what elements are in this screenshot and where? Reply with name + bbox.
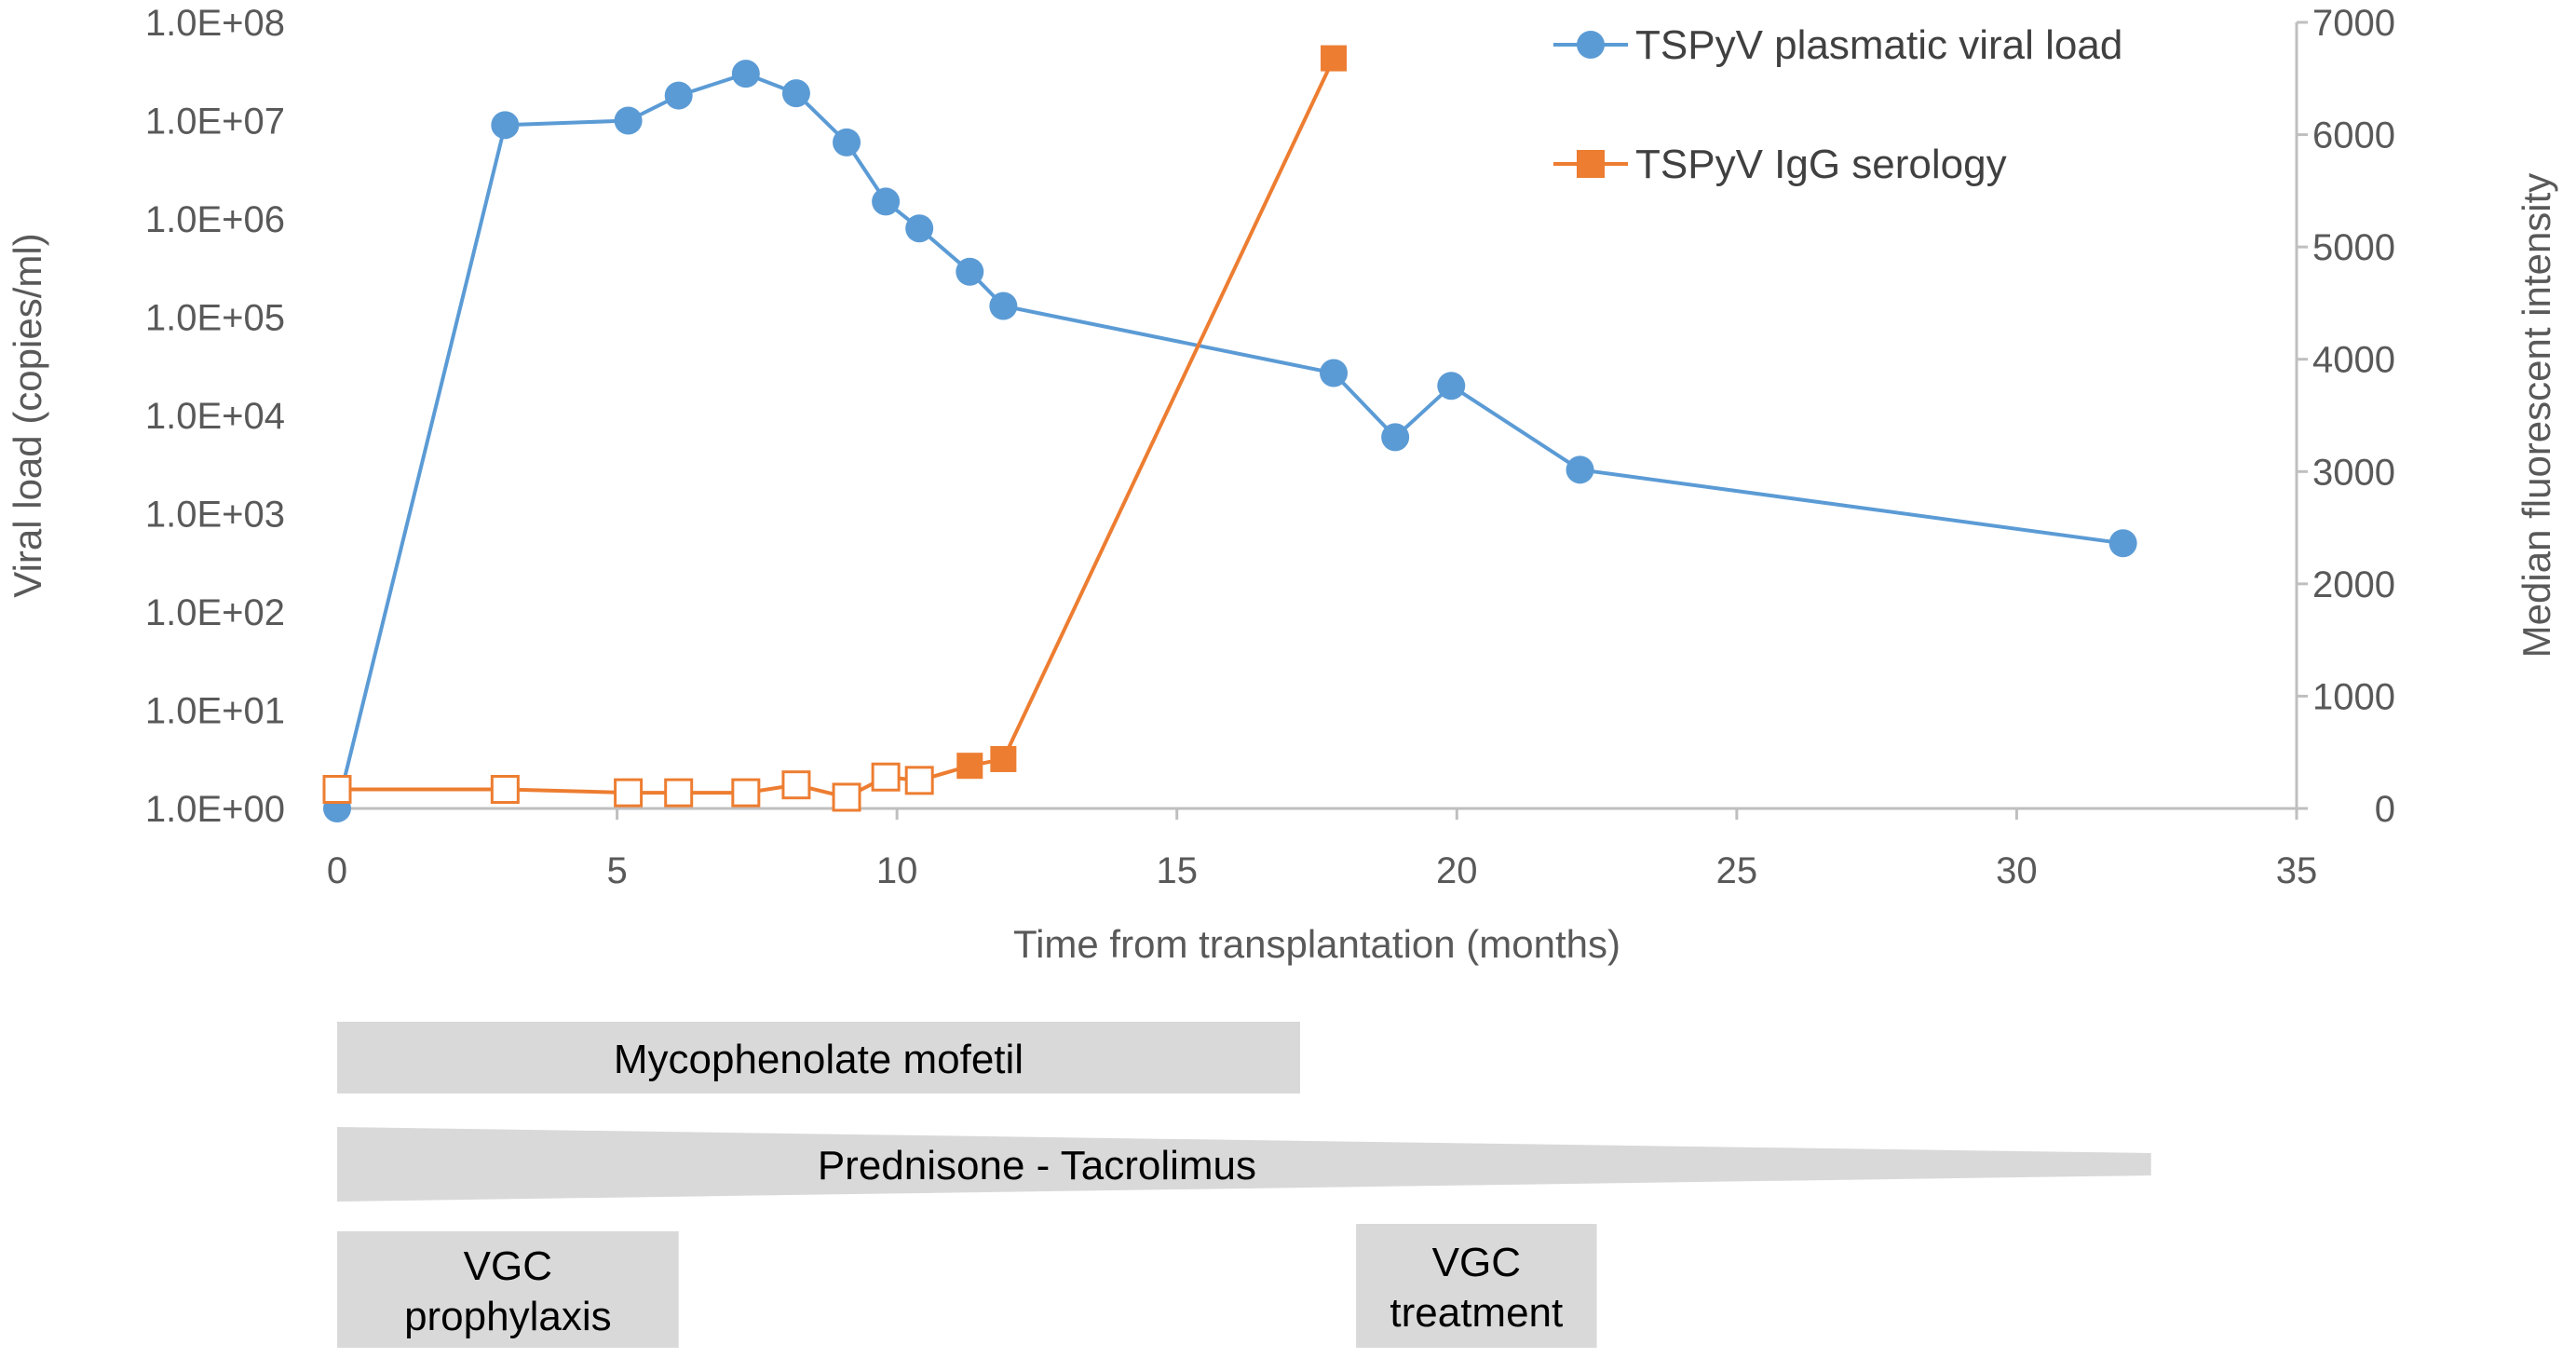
left-tick-label: 1.0E+01	[145, 691, 285, 732]
x-tick-label: 25	[1716, 850, 1758, 891]
viral-load-point	[1320, 359, 1349, 387]
viral-load-point	[956, 257, 984, 286]
x-axis-ticks: 0 5 10 15 20 25 30 35	[327, 808, 2317, 891]
left-tick-label: 1.0E+07	[145, 102, 285, 143]
right-tick-label: 6000	[2312, 115, 2395, 156]
treatment-label: Prednisone - Tacrolimus	[818, 1143, 1256, 1188]
left-tick-label: 1.0E+05	[145, 298, 285, 339]
viral-load-point	[905, 214, 934, 243]
treatment-label: Mycophenolate mofetil	[614, 1037, 1024, 1082]
treatment-label: VGC	[464, 1243, 552, 1289]
treatment-bar	[337, 1231, 679, 1348]
right-tick-label: 3000	[2312, 452, 2395, 493]
treatment-bar	[337, 1022, 1300, 1093]
left-tick-label: 1.0E+04	[145, 396, 285, 437]
left-tick-label: 1.0E+06	[145, 199, 285, 240]
legend: TSPyV plasmatic viral load TSPyV IgG ser…	[1553, 22, 2122, 187]
igg-point	[871, 762, 901, 792]
x-tick-label: 30	[1996, 850, 2038, 891]
x-axis-title: Time from transplantation (months)	[1013, 922, 1620, 966]
igg-point	[731, 778, 761, 808]
treatment-label: treatment	[1390, 1290, 1563, 1336]
x-tick-label: 35	[2276, 850, 2318, 891]
viral-load-point	[872, 187, 901, 216]
legend-label-igg: TSPyV IgG serology	[1635, 142, 2007, 187]
viral-load-point	[1381, 423, 1410, 452]
treatment-bar	[1356, 1224, 1597, 1348]
igg-point	[832, 782, 861, 812]
right-tick-label: 5000	[2312, 227, 2395, 268]
viral-load-point	[781, 79, 810, 108]
treatment-label: prophylaxis	[404, 1294, 612, 1339]
x-tick-label: 5	[606, 850, 627, 891]
treatment-bar	[337, 1127, 2151, 1202]
legend-marker-igg	[1577, 150, 1605, 178]
viral-load-point	[2108, 529, 2137, 558]
left-tick-label: 1.0E+03	[145, 495, 285, 536]
right-tick-label: 0	[2375, 789, 2395, 830]
viral-load-point	[989, 292, 1018, 320]
x-tick-label: 0	[327, 850, 347, 891]
treatment-timeline: Mycophenolate mofetil Prednisone - Tacrol…	[337, 1022, 2151, 1348]
x-tick-label: 10	[876, 850, 918, 891]
series-igg-serology	[322, 45, 1348, 812]
viral-load-point	[833, 128, 861, 156]
right-tick-label: 1000	[2312, 676, 2395, 717]
igg-point	[322, 775, 352, 805]
left-tick-label: 1.0E+02	[145, 592, 285, 633]
igg-line	[337, 57, 1335, 799]
x-tick-label: 20	[1436, 850, 1478, 891]
viral-load-point	[614, 106, 643, 135]
igg-point	[614, 778, 644, 808]
series-viral-load	[323, 60, 2137, 822]
left-axis-title: Viral load (copies/ml)	[6, 233, 49, 597]
viral-load-point	[1566, 455, 1594, 484]
left-axis-ticks: 1.0E+00 1.0E+01 1.0E+02 1.0E+03 1.0E+04 1.0E+…	[145, 3, 285, 830]
right-tick-label: 4000	[2312, 340, 2395, 381]
igg-point	[664, 778, 694, 808]
treatment-label: VGC	[1432, 1240, 1521, 1285]
viral-load-point	[491, 111, 520, 140]
legend-label-viral-load: TSPyV plasmatic viral load	[1635, 22, 2122, 68]
igg-point	[904, 766, 934, 795]
left-tick-label: 1.0E+08	[145, 3, 285, 44]
viral-load-point	[1437, 372, 1466, 401]
viral-load-point	[731, 60, 760, 88]
igg-point	[956, 753, 983, 780]
right-tick-label: 2000	[2312, 564, 2395, 605]
igg-point	[781, 770, 811, 800]
right-axis-ticks: 0 1000 2000 3000 4000 5000 6000 7000	[2297, 3, 2395, 830]
right-tick-label: 7000	[2312, 3, 2395, 44]
viral-load-point	[664, 81, 693, 110]
viral-load-line	[335, 72, 2123, 809]
right-axis-title: Median fluorescent intensity	[2515, 173, 2558, 659]
igg-point	[990, 745, 1017, 772]
left-tick-label: 1.0E+00	[145, 789, 285, 830]
igg-point	[490, 775, 520, 805]
igg-point	[1321, 45, 1348, 72]
legend-marker-viral-load	[1577, 31, 1605, 59]
x-tick-label: 15	[1156, 850, 1198, 891]
